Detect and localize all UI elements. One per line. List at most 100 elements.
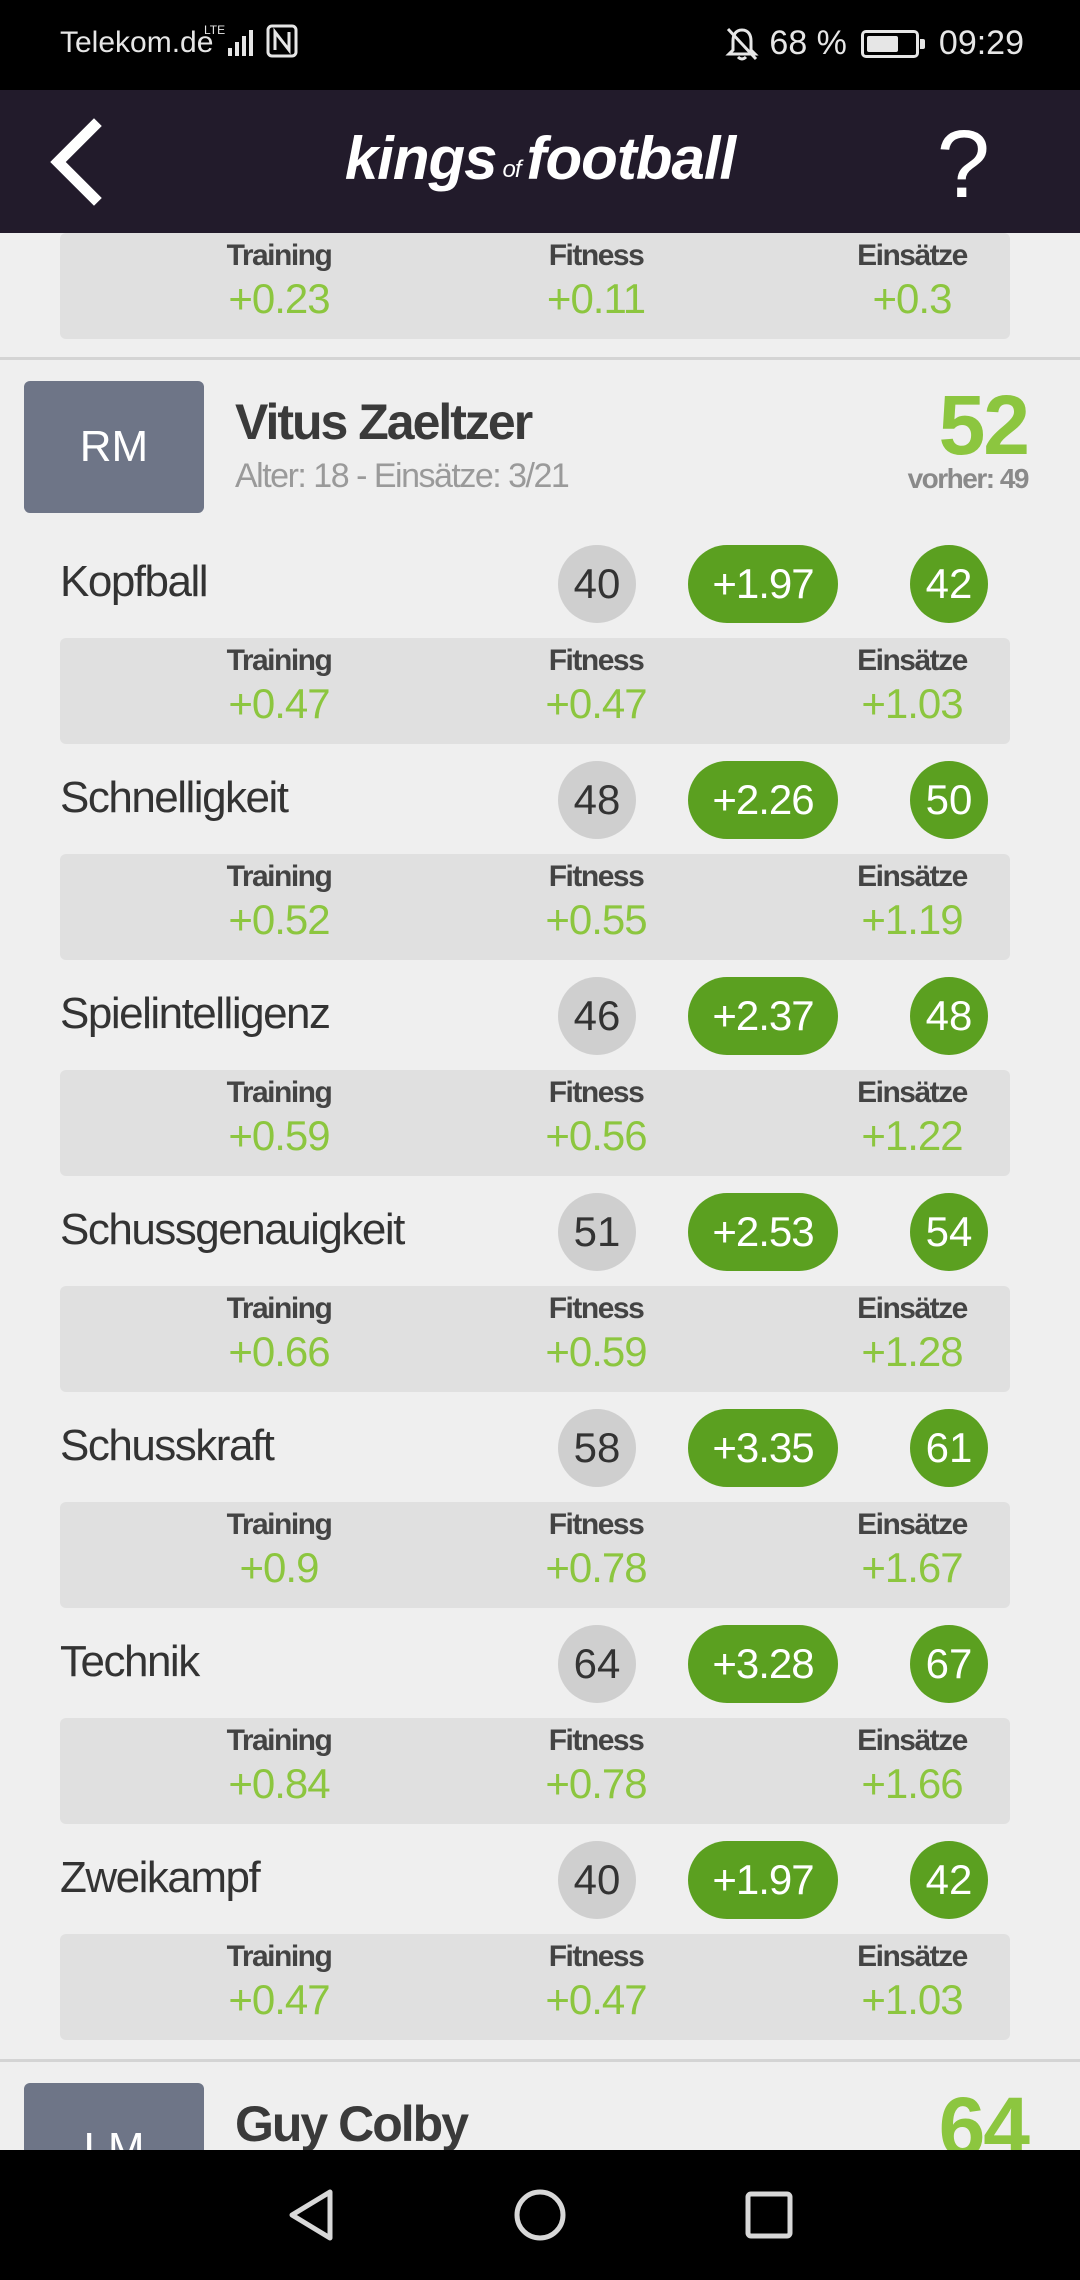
old-value-badge: 46 bbox=[558, 977, 636, 1055]
app-logo: kings of football bbox=[0, 124, 1080, 193]
stat-training: Training +0.59 bbox=[149, 1070, 409, 1160]
stat-fitness: Fitness +0.55 bbox=[466, 854, 726, 944]
stat-label: Fitness bbox=[548, 1292, 645, 1325]
stat-breakdown-box: Training +0.66 Fitness +0.59 Einsätze +1.28 bbox=[60, 1286, 1010, 1392]
battery-fill bbox=[866, 35, 899, 52]
stat-label: Einsätze bbox=[857, 1292, 968, 1325]
logo-of: of bbox=[502, 156, 522, 183]
stat-value: +0.78 bbox=[545, 1760, 647, 1807]
stat-value: +1.03 bbox=[861, 1976, 963, 2023]
stat-label: Fitness bbox=[548, 1508, 645, 1541]
stat-value: +1.22 bbox=[861, 1112, 963, 1159]
stat-label: Einsätze bbox=[857, 1508, 968, 1541]
status-right: 68 % 09:29 bbox=[725, 24, 1024, 63]
stat-training: Training +0.23 bbox=[149, 233, 409, 323]
stat-einsaetze: Einsätze +1.66 bbox=[782, 1718, 1042, 1808]
new-value-badge: 42 bbox=[910, 545, 988, 623]
stat-training: Training +0.84 bbox=[149, 1718, 409, 1808]
attribute-row: Schussgenauigkeit 51 +2.53 54 bbox=[0, 1191, 1080, 1271]
attribute-name: Schussgenauigkeit bbox=[60, 1205, 405, 1254]
help-button[interactable]: ? bbox=[936, 111, 990, 218]
nav-home-icon[interactable] bbox=[509, 2184, 571, 2246]
attribute-row: Schusskraft 58 +3.35 61 bbox=[0, 1407, 1080, 1487]
app-header: kings of football ? bbox=[0, 90, 1080, 233]
stat-training: Training +0.47 bbox=[149, 1934, 409, 2024]
stat-einsaetze: Einsätze +0.3 bbox=[782, 233, 1042, 323]
stat-einsaetze: Einsätze +1.22 bbox=[782, 1070, 1042, 1160]
stat-label: Training bbox=[226, 860, 333, 893]
player-rating: 52 bbox=[938, 378, 1030, 472]
stat-training: Training +0.47 bbox=[149, 638, 409, 728]
new-value-badge: 61 bbox=[910, 1409, 988, 1487]
stat-fitness: Fitness +0.78 bbox=[466, 1718, 726, 1808]
previous-rating: vorher: 49 bbox=[907, 463, 1030, 494]
stat-breakdown-box: Training +0.47 Fitness +0.47 Einsätze +1.03 bbox=[60, 1934, 1010, 2040]
stat-value: +0.3 bbox=[872, 275, 953, 322]
new-value-badge: 50 bbox=[910, 761, 988, 839]
stat-label: Einsätze bbox=[857, 1724, 968, 1757]
stat-value: +0.47 bbox=[545, 680, 647, 727]
stat-breakdown-box: Training +0.52 Fitness +0.55 Einsätze +1.19 bbox=[60, 854, 1010, 960]
stat-label: Einsätze bbox=[857, 860, 968, 893]
stat-label: Training bbox=[226, 1508, 333, 1541]
stat-value: +0.11 bbox=[546, 275, 646, 322]
old-value-badge: 58 bbox=[558, 1409, 636, 1487]
delta-badge: +1.97 bbox=[688, 545, 838, 623]
clock: 09:29 bbox=[938, 24, 1024, 62]
attribute-row: Kopfball 40 +1.97 42 bbox=[0, 543, 1080, 623]
nav-recents-icon[interactable] bbox=[738, 2184, 800, 2246]
bell-muted-icon bbox=[725, 27, 760, 60]
attribute-row: Zweikampf 40 +1.97 42 bbox=[0, 1839, 1080, 1919]
stat-fitness: Fitness +0.47 bbox=[466, 1934, 726, 2024]
stat-fitness: Fitness +0.47 bbox=[466, 638, 726, 728]
stat-label: Fitness bbox=[548, 644, 645, 677]
stat-label: Fitness bbox=[548, 1724, 645, 1757]
stat-label: Training bbox=[226, 644, 333, 677]
stat-fitness: Fitness +0.78 bbox=[466, 1502, 726, 1592]
stat-value: +0.84 bbox=[228, 1760, 330, 1807]
stat-value: +0.23 bbox=[228, 275, 330, 322]
status-bar: Telekom.de LTE 68 % 09:29 bbox=[0, 0, 1080, 90]
old-value-badge: 51 bbox=[558, 1193, 636, 1271]
player-rating: 64 bbox=[938, 2080, 1030, 2150]
stat-label: Fitness bbox=[548, 239, 645, 272]
signal-lte-nfc-icon: LTE bbox=[204, 23, 298, 58]
stat-breakdown-box: Training +0.59 Fitness +0.56 Einsätze +1.22 bbox=[60, 1070, 1010, 1176]
back-arrow-icon[interactable] bbox=[38, 112, 138, 212]
stat-value: +0.78 bbox=[545, 1544, 647, 1591]
divider bbox=[0, 2059, 1080, 2062]
stat-value: +0.59 bbox=[545, 1328, 647, 1375]
logo-football: football bbox=[526, 125, 737, 192]
delta-badge: +3.28 bbox=[688, 1625, 838, 1703]
position-badge: LM bbox=[24, 2083, 204, 2150]
battery-percent: 68 % bbox=[769, 24, 847, 62]
svg-text:LTE: LTE bbox=[204, 23, 225, 37]
battery-icon bbox=[860, 29, 925, 58]
stat-value: +0.47 bbox=[545, 1976, 647, 2023]
stat-breakdown-box: Training +0.47 Fitness +0.47 Einsätze +1.03 bbox=[60, 638, 1010, 744]
stat-label: Fitness bbox=[548, 1076, 645, 1109]
stat-label: Einsätze bbox=[857, 1940, 968, 1973]
stat-value: +0.59 bbox=[228, 1112, 330, 1159]
stat-einsaetze: Einsätze +1.28 bbox=[782, 1286, 1042, 1376]
nav-back-icon[interactable] bbox=[282, 2184, 344, 2246]
attribute-row: Spielintelligenz 46 +2.37 48 bbox=[0, 975, 1080, 1055]
stat-einsaetze: Einsätze +1.67 bbox=[782, 1502, 1042, 1592]
delta-badge: +3.35 bbox=[688, 1409, 838, 1487]
old-value-badge: 40 bbox=[558, 1841, 636, 1919]
position-badge: RM bbox=[24, 381, 204, 513]
stat-value: +1.66 bbox=[861, 1760, 963, 1807]
stat-einsaetze: Einsätze +1.19 bbox=[782, 854, 1042, 944]
delta-badge: +2.37 bbox=[688, 977, 838, 1055]
stat-breakdown-box: Training +0.9 Fitness +0.78 Einsätze +1.67 bbox=[60, 1502, 1010, 1608]
player-list[interactable]: Training +0.23 Fitness +0.11 Einsätze +0… bbox=[0, 233, 1080, 2150]
stat-value: +0.56 bbox=[545, 1112, 647, 1159]
stat-label: Training bbox=[226, 1724, 333, 1757]
stat-fitness: Fitness +0.56 bbox=[466, 1070, 726, 1160]
stat-label: Training bbox=[226, 1292, 333, 1325]
attribute-name: Technik bbox=[60, 1637, 200, 1686]
new-value-badge: 48 bbox=[910, 977, 988, 1055]
stat-value: +1.67 bbox=[861, 1544, 963, 1591]
old-value-badge: 40 bbox=[558, 545, 636, 623]
stat-label: Training bbox=[226, 1076, 333, 1109]
